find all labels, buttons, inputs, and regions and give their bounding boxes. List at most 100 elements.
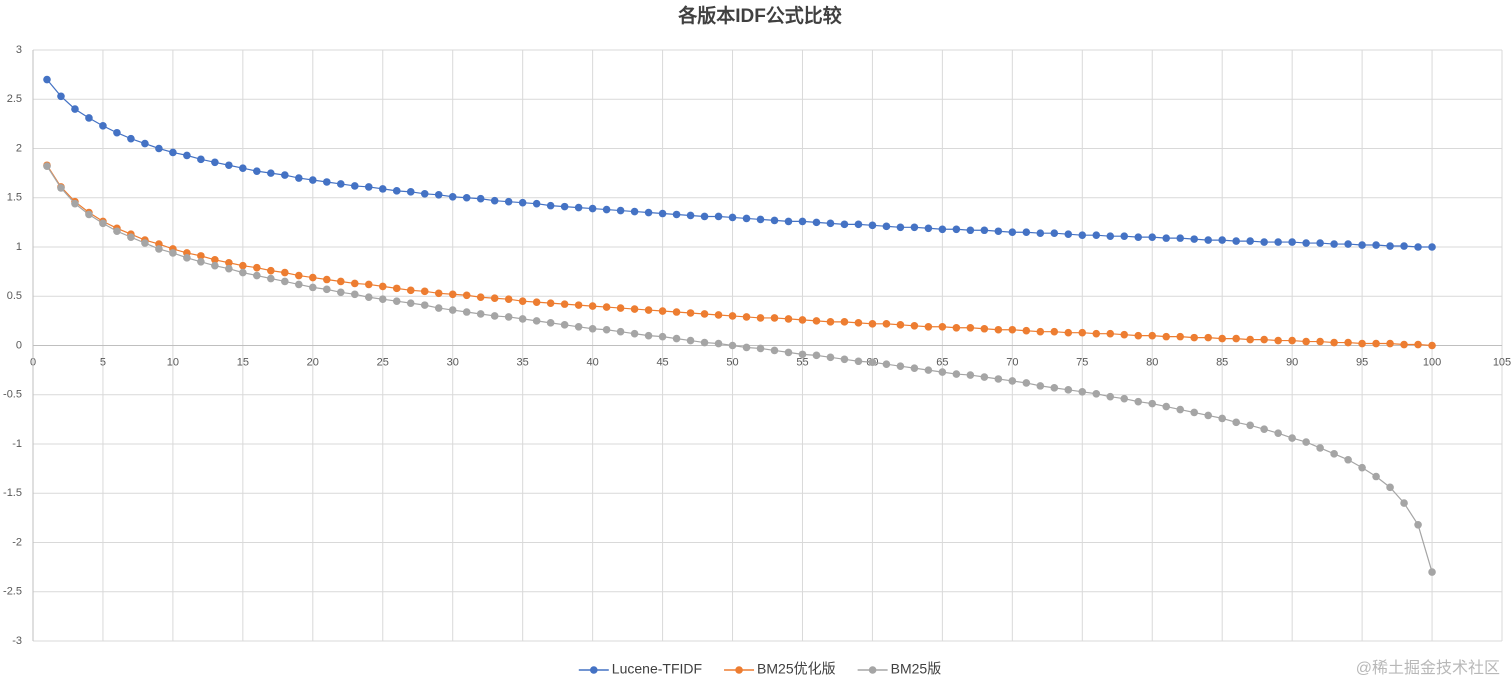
data-point [756,314,765,322]
data-point [644,208,653,217]
data-point [756,344,765,353]
data-point [448,306,457,314]
data-point [57,184,65,192]
data-point [532,298,541,306]
data-point [155,144,163,153]
data-point [1022,326,1031,335]
data-point [1400,242,1408,250]
data-point [952,225,961,234]
data-point [504,197,513,206]
data-point [1344,240,1352,248]
data-point [546,319,555,327]
data-point [826,318,835,326]
data-point [1274,336,1282,345]
data-point [1078,328,1087,337]
data-point [169,249,177,257]
data-point [378,282,387,291]
data-point [1358,241,1366,249]
data-point [1386,483,1394,492]
series-line [46,79,1433,248]
data-point [267,274,275,283]
data-point [784,315,793,323]
data-point [1022,379,1031,387]
data-point [350,182,359,190]
data-point [378,295,387,304]
x-tick-label: 90 [1286,356,1298,368]
data-point [462,291,471,300]
data-point [588,324,597,333]
data-point [1386,242,1394,250]
data-point [476,293,485,302]
data-point [672,210,681,219]
data-point [1400,499,1408,507]
data-point [1260,238,1268,246]
data-point [1036,229,1045,238]
data-point [1316,444,1324,452]
data-point [714,339,723,348]
data-point [784,348,793,357]
y-tick-label: 1 [16,241,22,253]
data-point [1120,394,1129,403]
data-point [812,351,821,360]
data-point [518,297,527,305]
data-point [1414,340,1422,349]
data-point [910,223,919,232]
data-point [952,370,961,378]
data-point [1316,337,1324,346]
data-point [560,202,569,211]
data-point [1008,325,1017,334]
data-point [1330,338,1338,347]
data-point [1176,234,1185,242]
data-point [1092,389,1101,398]
data-point [896,321,905,329]
data-point [728,341,737,350]
data-point [1316,239,1324,247]
data-point [532,199,541,208]
data-point [1078,231,1087,239]
data-point [686,309,695,317]
x-tick-label: 5 [100,356,106,368]
legend-marker [589,666,598,674]
data-point [560,321,569,329]
data-point [267,169,275,177]
y-tick-label: 2.5 [7,93,22,105]
data-point [253,271,261,280]
x-tick-label: 80 [1146,356,1158,368]
y-tick-label: -1.5 [3,487,22,499]
data-point [85,114,93,122]
data-point [183,254,191,262]
data-point [85,210,93,219]
data-point [700,310,709,318]
data-point [1372,339,1380,348]
data-point [1120,330,1129,339]
data-point [476,310,485,318]
data-point [1204,411,1212,420]
x-tick-label: 30 [447,356,459,368]
data-point [1162,234,1171,242]
data-point [448,192,457,201]
data-point [57,92,65,101]
data-point [197,257,205,266]
data-point [924,322,933,331]
data-point [1232,237,1240,245]
y-tick-label: -2 [12,536,22,548]
data-point [364,293,373,302]
data-point [1372,241,1380,249]
data-point [924,224,933,233]
data-point [504,295,513,304]
legend-marker [735,666,743,674]
data-point [798,316,807,324]
data-point [910,364,919,372]
data-point [1078,387,1087,396]
legend-label: BM25优化版 [757,661,836,677]
data-point [1204,333,1212,342]
data-point [392,297,401,305]
data-point [546,299,555,307]
data-point [1190,235,1199,243]
data-point [1330,450,1338,458]
data-point [1232,418,1240,427]
data-point [546,201,555,210]
data-point [211,158,219,167]
data-point [336,180,345,188]
data-point [868,221,877,230]
